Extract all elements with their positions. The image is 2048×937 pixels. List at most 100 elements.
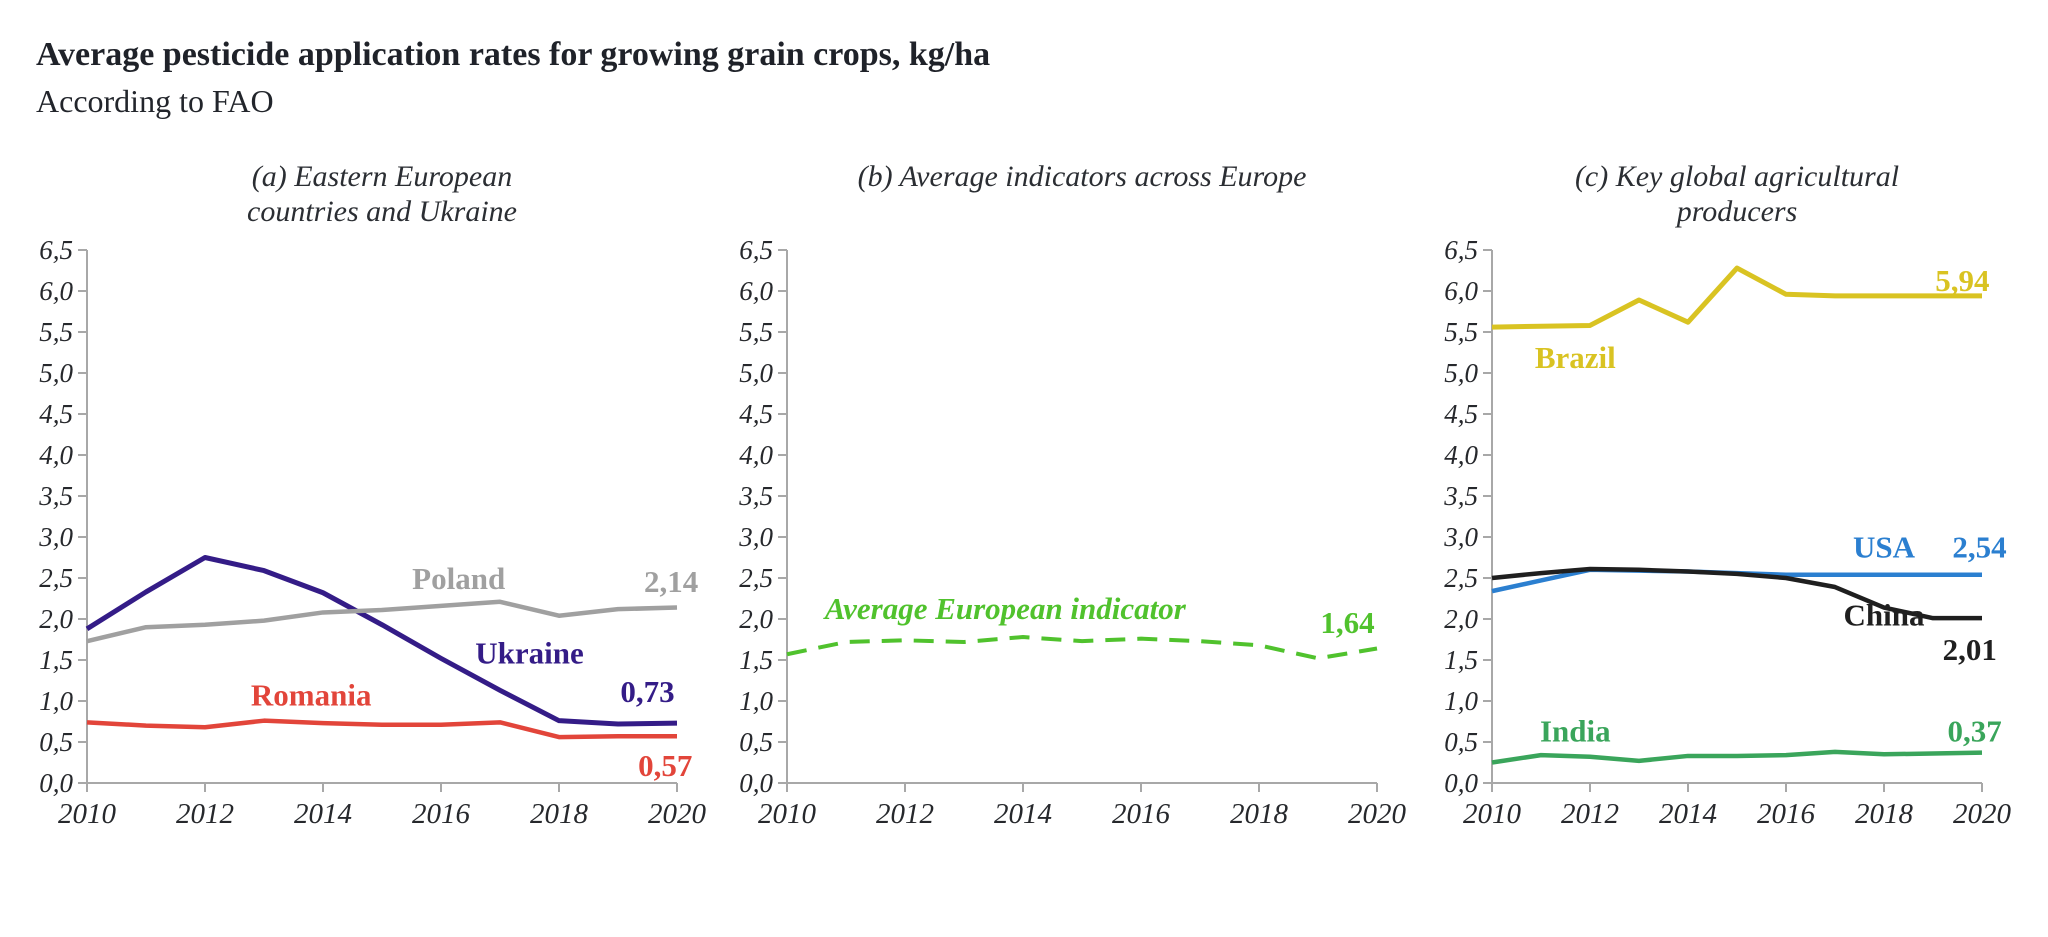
- series-line-brazil: [1491, 265, 1982, 330]
- y-tick-label: 2,0: [739, 604, 773, 634]
- series-value-label-ukraine: 0,73: [620, 674, 674, 709]
- x-tick-label: 2016: [1112, 798, 1171, 830]
- y-tick-label: 0,0: [1444, 768, 1478, 798]
- y-tick-label: 4,0: [1444, 440, 1478, 470]
- series-line-poland: [86, 599, 678, 644]
- y-tick-label: 0,5: [39, 727, 73, 757]
- y-tick-label: 5,5: [1444, 317, 1478, 347]
- series-name-label-china: China: [1844, 598, 1925, 633]
- panel-c-chart: 0,0 0,5 1,0 1,5 2,0 2,5 3,0 3,5 4,0 4,5 5,0 5,5 6,0 6…: [1443, 235, 2012, 830]
- panel-eastern-europe-title-line2: countries and Ukraine: [247, 195, 517, 228]
- y-tick-label: 3,0: [738, 522, 773, 552]
- y-tick-label: 4,5: [739, 399, 773, 429]
- x-tick-label: 2020: [1953, 798, 2012, 830]
- series-value-label-brazil: 5,94: [1935, 263, 1989, 298]
- series-line-average-european-indicator: [786, 635, 1378, 661]
- x-tick-label: 2018: [530, 798, 589, 830]
- panel-eastern-europe-title: (a) Eastern European countries and Ukrai…: [87, 159, 677, 245]
- y-tick-label: 0,5: [739, 727, 773, 757]
- panel-europe-average-plot: 0,0 0,5 1,0 1,5 2,0 2,5 3,0 3,5 4,0 4,5 5,0 5,5 6,0 6…: [725, 235, 1422, 845]
- x-tick-label: 2020: [1348, 798, 1407, 830]
- x-tick-label: 2014: [294, 798, 352, 830]
- series-line-india: [1491, 749, 1983, 765]
- y-tick-label: 1,5: [739, 645, 773, 675]
- series-name-label-usa: USA: [1853, 530, 1916, 565]
- y-tick-label: 3,0: [1443, 522, 1478, 552]
- series-value-label-china: 2,01: [1943, 632, 1997, 667]
- series-name-label-average-european-indicator: Average European indicator: [823, 591, 1187, 626]
- panel-europe-average-title: (b) Average indicators across Europe: [787, 159, 1377, 245]
- x-tick-label: 2016: [1757, 798, 1816, 830]
- panel-b-chart: 0,0 0,5 1,0 1,5 2,0 2,5 3,0 3,5 4,0 4,5 5,0 5,5 6,0 6…: [738, 235, 1407, 830]
- series-name-label-poland: Poland: [412, 561, 505, 596]
- series-value-label-usa: 2,54: [1952, 530, 2006, 565]
- y-tick-label: 3,5: [738, 481, 773, 511]
- x-tick-label: 2018: [1855, 798, 1914, 830]
- panel-eastern-europe-title-line1: (a) Eastern European: [251, 160, 513, 193]
- y-tick-label: 3,0: [38, 522, 73, 552]
- y-tick-label: 2,0: [1444, 604, 1478, 634]
- x-tick-label: 2012: [176, 798, 234, 830]
- x-tick-label: 2018: [1230, 798, 1289, 830]
- series-value-label-average-european-indicator: 1,64: [1320, 605, 1374, 640]
- y-tick-label: 2,0: [39, 604, 73, 634]
- y-tick-label: 4,0: [39, 440, 73, 470]
- y-tick-label: 5,5: [39, 317, 73, 347]
- panel-europe-average: (b) Average indicators across Europe 0,0…: [725, 159, 1422, 845]
- series-name-label-ukraine: Ukraine: [475, 635, 584, 670]
- y-tick-label: 2,5: [739, 563, 773, 593]
- y-tick-label: 6,0: [1444, 276, 1478, 306]
- y-tick-label: 1,0: [39, 686, 73, 716]
- panel-global-producers-title: (c) Key global agricultural producers: [1492, 159, 1982, 245]
- y-tick-label: 5,0: [39, 358, 73, 388]
- y-tick-label: 6,0: [39, 276, 73, 306]
- panel-global-producers-title-line1: (c) Key global agricultural: [1574, 160, 1900, 193]
- series-name-label-romania: Romania: [251, 677, 372, 712]
- y-tick-label: 1,5: [1444, 645, 1478, 675]
- page-title: Average pesticide application rates for …: [36, 36, 991, 73]
- series-value-label-india: 0,37: [1948, 713, 2002, 748]
- series-line-china: [1491, 566, 1982, 621]
- x-tick-label: 2012: [876, 798, 934, 830]
- y-tick-label: 2,5: [1444, 563, 1478, 593]
- y-tick-label: 5,5: [739, 317, 773, 347]
- y-tick-label: 6,5: [739, 235, 773, 265]
- y-tick-label: 1,5: [39, 645, 73, 675]
- y-tick-label: 5,0: [1444, 358, 1478, 388]
- y-tick-label: 0,5: [1444, 727, 1478, 757]
- y-tick-label: 4,5: [39, 399, 73, 429]
- series-value-label-romania: 0,57: [638, 748, 692, 783]
- x-tick-label: 2014: [994, 798, 1052, 830]
- x-tick-label: 2010: [758, 798, 817, 830]
- y-tick-label: 6,5: [39, 235, 73, 265]
- series-value-label-poland: 2,14: [644, 564, 698, 599]
- panel-global-producers-title-line2: producers: [1676, 195, 1798, 228]
- panel-europe-average-title-line1: (b) Average indicators across Europe: [857, 160, 1307, 193]
- y-tick-label: 2,5: [39, 563, 73, 593]
- page-subtitle: According to FAO: [36, 83, 274, 119]
- series-line-ukraine: [85, 555, 678, 727]
- x-tick-label: 2010: [1463, 798, 1522, 830]
- panel-a-chart: 0,0 0,5 1,0 1,5 2,0 2,5 3,0 3,5 4,0 4,5 5,0 5,5 6,0 6…: [38, 235, 706, 830]
- y-tick-label: 1,0: [739, 686, 773, 716]
- y-tick-label: 6,0: [739, 276, 773, 306]
- panel-global-producers-plot: 0,0 0,5 1,0 1,5 2,0 2,5 3,0 3,5 4,0 4,5 5,0 5,5 6,0 6…: [1430, 235, 2027, 845]
- panel-eastern-europe: (a) Eastern European countries and Ukrai…: [25, 159, 722, 845]
- series-name-label-brazil: Brazil: [1535, 340, 1616, 375]
- panel-eastern-europe-plot: 0,0 0,5 1,0 1,5 2,0 2,5 3,0 3,5 4,0 4,5 5,0 5,5 6,0 6…: [25, 235, 722, 845]
- series-name-label-india: India: [1540, 713, 1611, 748]
- y-tick-label: 4,0: [739, 440, 773, 470]
- y-tick-label: 1,0: [1444, 686, 1478, 716]
- x-tick-label: 2010: [58, 798, 117, 830]
- x-tick-label: 2012: [1561, 798, 1619, 830]
- panel-global-producers: (c) Key global agricultural producers 0,…: [1430, 159, 2027, 845]
- y-tick-label: 5,0: [739, 358, 773, 388]
- y-tick-label: 6,5: [1444, 235, 1478, 265]
- y-tick-label: 3,5: [38, 481, 73, 511]
- x-tick-label: 2014: [1659, 798, 1717, 830]
- y-tick-label: 0,0: [39, 768, 73, 798]
- y-tick-label: 0,0: [739, 768, 773, 798]
- y-tick-label: 4,5: [1444, 399, 1478, 429]
- header: Average pesticide application rates for …: [36, 36, 990, 120]
